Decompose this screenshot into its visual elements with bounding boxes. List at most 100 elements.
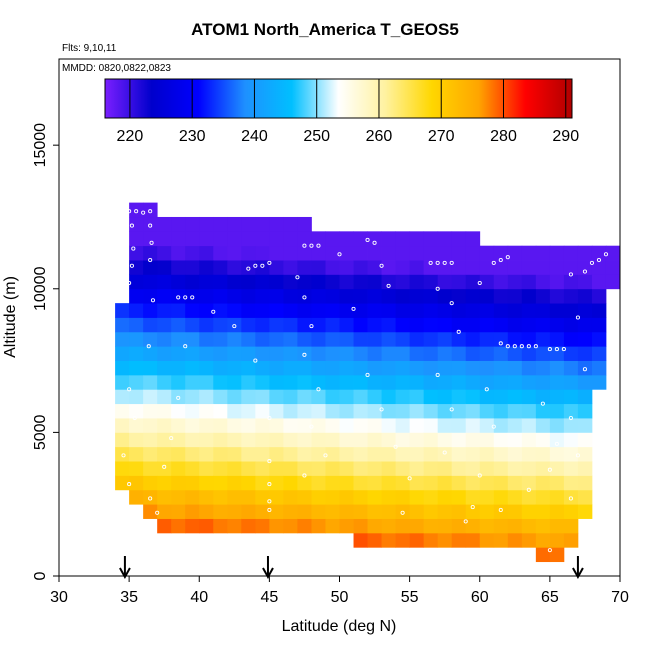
heatmap-cell	[437, 245, 453, 261]
heatmap-cell	[423, 303, 439, 318]
heatmap-cell	[255, 389, 270, 405]
heatmap-cell	[143, 504, 158, 519]
heatmap-cell	[409, 489, 425, 505]
heatmap-cell	[311, 274, 326, 290]
x-axis-label: Latitude (deg N)	[282, 618, 397, 635]
heatmap-cell	[353, 317, 368, 333]
heatmap-cell	[171, 446, 186, 462]
colorbar-tick-label: 250	[303, 128, 330, 145]
heatmap-cell	[241, 331, 256, 347]
heatmap-cell	[185, 216, 200, 232]
flight-track-point	[449, 301, 454, 306]
heatmap-cell	[185, 231, 200, 247]
heatmap-cell	[297, 360, 312, 376]
heatmap-cell	[325, 489, 340, 505]
heatmap-cell	[563, 274, 579, 290]
heatmap-cell	[157, 432, 172, 448]
heatmap-cell	[143, 403, 158, 419]
heatmap-cell	[535, 260, 551, 275]
heatmap-cell	[395, 374, 411, 390]
heatmap-cell	[423, 432, 439, 448]
heatmap-cell	[283, 303, 298, 318]
heatmap-cell	[549, 288, 565, 304]
heatmap-cell	[115, 346, 130, 361]
heatmap-cell	[213, 360, 228, 376]
heatmap-cell	[549, 389, 565, 405]
heatmap-cell	[255, 418, 270, 433]
heatmap-cell	[269, 317, 284, 333]
flight-track-point	[540, 401, 545, 406]
heatmap-cell	[493, 432, 509, 448]
heatmap-cell	[493, 489, 509, 505]
heatmap-cell	[185, 475, 200, 491]
heatmap-cell	[549, 346, 565, 361]
heatmap-cell	[129, 360, 144, 376]
heatmap-cell	[437, 317, 453, 333]
heatmap-cell	[465, 331, 481, 347]
heatmap-cell	[465, 518, 481, 534]
heatmap-cell	[451, 389, 467, 405]
heatmap-cell	[339, 446, 354, 462]
colorbar-tick-label: 290	[552, 128, 579, 145]
heatmap-cell	[297, 518, 312, 534]
heatmap-cell	[353, 403, 368, 419]
heatmap-cell	[381, 475, 396, 491]
heatmap-cell	[451, 418, 467, 433]
heatmap-cell	[591, 288, 607, 304]
flight-track-point	[176, 295, 181, 300]
heatmap-cell	[129, 403, 144, 419]
flight-track-point	[547, 347, 552, 352]
heatmap-cell	[423, 374, 439, 390]
heatmap-cell	[241, 288, 256, 304]
flight-track-point	[582, 269, 587, 274]
heatmap-cell	[283, 403, 298, 419]
heatmap-cell	[213, 432, 228, 448]
heatmap-cell	[269, 346, 284, 361]
heatmap-cell	[367, 389, 382, 405]
heatmap-cell	[395, 461, 411, 476]
heatmap-cell	[241, 346, 256, 361]
heatmap-cell	[465, 303, 481, 318]
heatmap-cell	[129, 274, 144, 290]
heatmap-cell	[423, 288, 439, 304]
heatmap-cell	[507, 403, 523, 419]
heatmap-cell	[521, 374, 537, 390]
heatmap-cell	[353, 518, 368, 534]
heatmap-cell	[479, 303, 495, 318]
heatmap-cell	[171, 432, 186, 448]
heatmap-cell	[577, 504, 593, 519]
heatmap-cell	[185, 346, 200, 361]
heatmap-cell	[213, 418, 228, 433]
flight-track-point	[589, 260, 595, 265]
flight-track-point	[498, 258, 503, 263]
heatmap-cell	[325, 418, 340, 433]
heatmap-cell	[465, 346, 481, 361]
heatmap-cell	[325, 303, 340, 318]
heatmap-cell	[269, 303, 284, 318]
flight-track-point	[337, 252, 342, 257]
heatmap-cell	[395, 360, 411, 376]
heatmap-cell	[269, 331, 284, 347]
heatmap-cell	[157, 475, 172, 491]
heatmap-cell	[395, 331, 411, 347]
heatmap-cell	[157, 346, 172, 361]
heatmap-cell	[227, 461, 242, 476]
heatmap-cell	[255, 274, 270, 290]
heatmap-cell	[423, 446, 439, 462]
flight-track-point	[148, 209, 153, 214]
colorbar: 220 230 240 250 260 270 280 290	[104, 78, 579, 145]
heatmap-cell	[423, 317, 439, 333]
heatmap-cell	[395, 317, 411, 333]
heatmap-cell	[213, 274, 228, 290]
heatmap-cell	[479, 489, 495, 505]
heatmap-cell	[213, 504, 228, 519]
x-axis: 30 35 40 45 50 55 60 65 70	[50, 576, 629, 606]
heatmap-cell	[311, 432, 326, 448]
heatmap-cell	[381, 504, 396, 519]
heatmap-cell	[199, 274, 214, 290]
x-tick-label: 55	[401, 589, 419, 606]
heatmap-cell	[227, 360, 242, 376]
heatmap-cell	[185, 374, 200, 390]
heatmap-cell	[353, 432, 368, 448]
heatmap-cell	[129, 446, 144, 462]
